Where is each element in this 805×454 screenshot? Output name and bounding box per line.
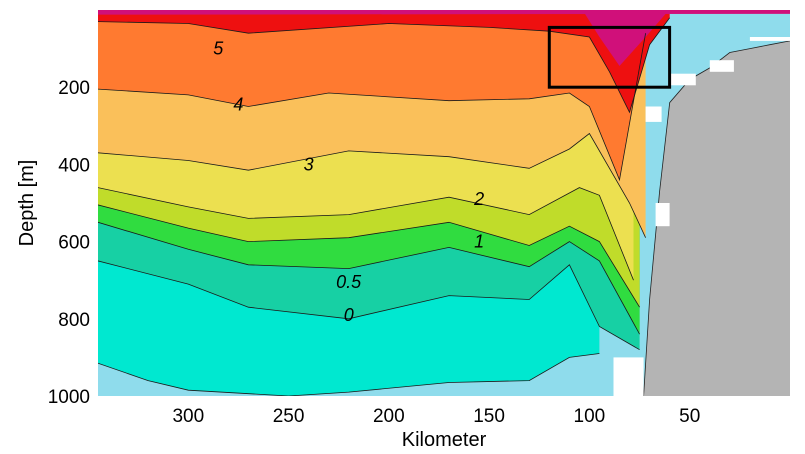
contour-line--0.5 (98, 353, 600, 396)
plot-area (98, 10, 790, 396)
white-gap (645, 106, 662, 122)
band-above_6 (582, 10, 677, 66)
contour-label-4: 4 (233, 95, 243, 115)
y-tick-label: 600 (58, 233, 90, 254)
white-gap (749, 37, 790, 41)
contour-label-0: 0 (344, 305, 354, 325)
contour-label-1: 1 (474, 232, 484, 252)
y-tick-label: 800 (58, 310, 90, 331)
y-tick-label: 1000 (48, 387, 90, 408)
contour-line-1 (98, 204, 640, 308)
contour-bands (98, 10, 790, 396)
x-tick-label: 300 (172, 406, 204, 427)
contour-lines (98, 17, 671, 396)
x-axis-ticks: 300 250 200 150 100 50 (172, 406, 700, 427)
y-axis-label: Depth [m] (16, 160, 38, 247)
white-gap (709, 60, 734, 72)
contour-line-0 (98, 260, 640, 351)
x-tick-label: 100 (574, 406, 606, 427)
contour-line-3 (98, 132, 646, 238)
x-axis-label: Kilometer (402, 429, 487, 451)
surface-strip (98, 10, 790, 15)
contour-label-5: 5 (213, 39, 224, 59)
contour-line-4 (98, 33, 646, 182)
y-axis-ticks: 200 400 600 800 1000 (48, 78, 90, 408)
x-tick-label: 250 (273, 406, 305, 427)
x-tick-label: 150 (473, 406, 505, 427)
y-tick-label: 400 (58, 155, 90, 176)
contour-label-0.5: 0.5 (336, 272, 362, 292)
contour-labels: 5 4 3 2 1 0.5 0 (213, 39, 484, 325)
x-tick-label: 200 (373, 406, 405, 427)
white-gap (613, 357, 644, 396)
contour-line-2 (98, 187, 634, 281)
y-tick-label: 200 (58, 78, 90, 99)
contour-label-3: 3 (304, 154, 314, 174)
band-4_to_5 (98, 10, 646, 180)
contour-label-2: 2 (473, 189, 484, 209)
highlight-box (547, 25, 672, 89)
white-gap (655, 203, 670, 227)
contour-line-0.5 (98, 221, 640, 335)
white-gap-artifacts (613, 37, 790, 396)
x-tick-label: 50 (679, 406, 700, 427)
white-gap (669, 73, 696, 86)
